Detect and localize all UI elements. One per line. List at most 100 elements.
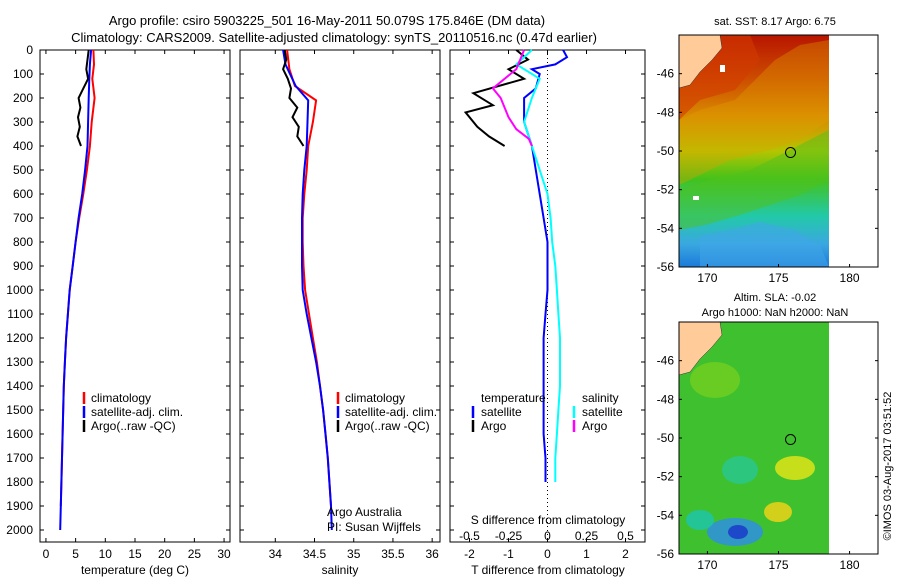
argo-float-location-marker	[785, 147, 797, 159]
new-zealand-landmass	[678, 321, 723, 376]
x-tick-label: 34.5	[303, 547, 327, 561]
s-diff-tick-label: 0.25	[575, 529, 599, 543]
depth-tick-label: 1100	[7, 307, 33, 321]
sla-anomaly-patch	[764, 502, 792, 522]
lat-tick-label: -50	[657, 144, 675, 158]
depth-tick-label: 700	[13, 211, 33, 225]
temperature-legend: climatology satellite-adj. clim. Argo(..…	[82, 391, 183, 433]
lat-tick-label: -56	[657, 547, 675, 561]
s-diff-tick-label: -0.5	[459, 529, 480, 543]
x-tick-label: 15	[128, 547, 142, 561]
lon-tick-label: 170	[697, 271, 717, 285]
temperature-xlabel: temperature (deg C)	[81, 563, 189, 577]
series-line-argo-raw-qc-	[76, 49, 90, 147]
legend-satellite-label: satellite-adj. clim.	[345, 405, 437, 419]
depth-tick-label: 1600	[6, 427, 33, 441]
x-tick-label: 5	[72, 547, 79, 561]
salinity-panel: 34 34.5 35 35.5 36 salinity climatology sate…	[239, 49, 441, 577]
series-line-argo-raw-qc-	[282, 49, 305, 147]
sst-map-title: sat. SST: 8.17 Argo: 6.75	[714, 16, 836, 28]
depth-tick-label: 600	[13, 187, 33, 201]
lon-tick-label: 175	[768, 558, 788, 572]
salinity-legend: climatology satellite-adj. clim. Argo(..…	[336, 391, 437, 433]
sst-map: sat. SST: 8.17 Argo: 6.75 170 175 180 -46 -4…	[657, 16, 879, 285]
salinity-axis: 34 34.5 35 35.5 36	[240, 49, 440, 561]
legend-temperature-heading: temperature	[481, 391, 546, 405]
new-zealand-landmass	[678, 34, 723, 89]
sla-anomaly-patch	[686, 510, 714, 530]
x-tick-label: -1	[503, 547, 514, 561]
x-tick-label: -2	[464, 547, 475, 561]
imos-timestamp-watermark: ©IMOS 03-Aug-2017 03:51:52	[882, 392, 894, 541]
depth-tick-label: 1800	[6, 475, 33, 489]
lat-tick-label: -52	[657, 470, 675, 484]
x-tick-label: 10	[99, 547, 113, 561]
x-tick-label: 30	[217, 547, 231, 561]
series-line-temperature-satellite	[523, 49, 569, 482]
legend-t-argo-label: Argo	[481, 419, 507, 433]
lon-tick-label: 170	[697, 558, 717, 572]
lat-tick-label: -48	[657, 392, 675, 406]
sla-anomaly-patch	[690, 362, 740, 398]
s-difference-axis: -0.5 -0.25 0 0.25 0.5	[459, 529, 634, 543]
cool-water-band	[679, 130, 829, 230]
legend-climatology-label: climatology	[345, 391, 405, 405]
figure-title-line1: Argo profile: csiro 5903225_501 16-May-2…	[109, 13, 545, 28]
depth-tick-label: 300	[13, 115, 33, 129]
s-diff-tick-label: 0	[544, 529, 551, 543]
lat-tick-label: -54	[657, 221, 675, 235]
difference-panel: -2 -1 0 1 2 -0.5 -0.25 0 0.25 0.5 S difference f…	[449, 49, 646, 577]
depth-tick-label: 1200	[6, 331, 33, 345]
sla-map-axes: 170 175 180 -46 -48 -50 -52 -54 -56	[657, 354, 878, 572]
depth-tick-label: 400	[13, 139, 33, 153]
data-provider-line: Argo Australia	[327, 505, 402, 519]
legend-climatology-label: climatology	[91, 391, 151, 405]
depth-tick-label: 1700	[6, 451, 33, 465]
legend-argo-label: Argo(..raw -QC)	[345, 419, 430, 433]
temperature-axis: 0 5 10 15 20 25 30	[40, 49, 231, 561]
series-line-salinity-argo	[491, 49, 533, 147]
salinity-plot-frame	[239, 49, 441, 543]
lon-tick-label: 175	[768, 271, 788, 285]
argo-float-location-marker	[785, 434, 797, 446]
x-tick-label: 20	[158, 547, 172, 561]
lon-tick-label: 180	[840, 558, 860, 572]
t-difference-label: T difference from climatology	[471, 563, 625, 577]
lat-tick-label: -56	[657, 260, 675, 274]
temperature-panel: 0100200300400500600700800900100011001200…	[6, 43, 231, 577]
depth-tick-label: 100	[13, 67, 33, 81]
t-difference-axis: -2 -1 0 1 2	[450, 49, 645, 561]
x-tick-label: 1	[583, 547, 590, 561]
missing-data-patch	[693, 196, 699, 200]
x-tick-label: 2	[622, 547, 629, 561]
sla-anomaly-patch	[722, 456, 758, 484]
series-line-salinity-satellite	[514, 49, 561, 482]
x-tick-label: 0	[43, 547, 50, 561]
legend-s-argo-label: Argo	[582, 419, 608, 433]
sla-map-title-line2: Argo h1000: NaN h2000: NaN	[702, 307, 849, 319]
depth-tick-label: 900	[13, 259, 33, 273]
depth-tick-label: 200	[13, 91, 33, 105]
series-line-satellite-adj-clim-	[59, 49, 93, 531]
mid-temperature-band	[679, 40, 829, 185]
depth-tick-label: 1300	[6, 355, 33, 369]
s-diff-tick-label: -0.25	[495, 529, 523, 543]
depth-tick-label: 500	[13, 163, 33, 177]
lat-tick-label: -52	[657, 183, 675, 197]
legend-s-satellite-label: satellite	[582, 405, 623, 419]
salinity-series	[282, 49, 333, 531]
x-tick-label: 35.5	[381, 547, 405, 561]
salinity-xlabel: salinity	[322, 563, 359, 577]
depth-tick-label: 1500	[6, 403, 33, 417]
depth-tick-label: 1000	[6, 283, 33, 297]
sla-map: Altim. SLA: -0.02 Argo h1000: NaN h2000:…	[657, 292, 879, 572]
difference-legend: temperature satellite Argo salinity sate…	[471, 391, 623, 433]
cold-water-patch	[700, 222, 829, 267]
depth-tick-label: 1400	[6, 379, 33, 393]
s-diff-tick-label: 0.5	[617, 529, 634, 543]
sla-anomaly-patch	[775, 456, 815, 480]
missing-data-patch	[720, 65, 725, 72]
lat-tick-label: -54	[657, 508, 675, 522]
sla-map-title-line1: Altim. SLA: -0.02	[734, 292, 817, 304]
depth-tick-label: 1900	[6, 499, 33, 513]
